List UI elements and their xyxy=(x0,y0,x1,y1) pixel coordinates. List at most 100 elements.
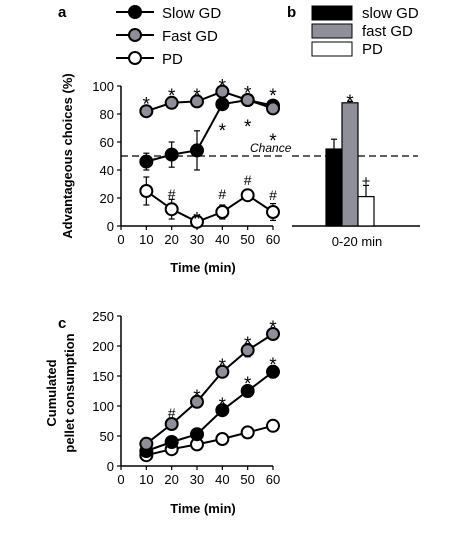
legend-a-item-pd: PD xyxy=(116,51,183,68)
legend-a-label-slow: Slow GD xyxy=(162,5,221,22)
chart-a: 0 20 40 60 80 100 0 10 20 30 40 50 60 * * * * * * * * * # * # # # xyxy=(92,76,283,247)
chart-a-y-tick-label: 80 xyxy=(100,107,114,122)
chart-a-x-tick-label: 30 xyxy=(190,232,204,247)
chart-c-point-fast xyxy=(240,343,255,358)
chart-a-point-fast xyxy=(215,84,230,99)
legend-a-label-fast: Fast GD xyxy=(162,28,218,45)
chart-a-point-fast xyxy=(190,94,204,109)
chart-c-ylabel-line1: Cumulated xyxy=(44,359,59,426)
chart-a-point-pd xyxy=(164,202,179,217)
legend-a-item-fast: Fast GD xyxy=(116,28,218,45)
chart-c-point-slow xyxy=(190,427,204,442)
legend-a-label-pd: PD xyxy=(162,51,183,68)
chart-a-annotation: * xyxy=(219,121,227,142)
chart-c-point-pd xyxy=(215,432,230,446)
chart-c-x-tick-label: 30 xyxy=(190,472,204,487)
chart-a-annotation: * xyxy=(168,86,176,107)
chart-a-annotation: * xyxy=(269,86,277,107)
legend-b-label-fast: fast GD xyxy=(362,23,413,40)
chart-c-y-tick-label: 200 xyxy=(92,339,114,354)
chart-a-point-fast xyxy=(139,104,154,119)
chart-c-xlabel: Time (min) xyxy=(170,501,236,516)
legend-a-marker-fast xyxy=(128,28,142,42)
chart-c-point-slow xyxy=(266,364,280,379)
chart-a-annotation: * xyxy=(193,209,201,230)
chart-c-ylabel-line2: pellet consumption xyxy=(62,333,77,452)
legend-a-item-slow: Slow GD xyxy=(116,5,221,22)
legend-b-swatch-fast xyxy=(311,23,353,39)
chart-b-annotation-pd: + xyxy=(362,173,371,190)
chart-c-annotation: * xyxy=(219,395,227,416)
chart-a-annotation: # xyxy=(218,186,226,202)
chart-c-y-tick-label: 50 xyxy=(100,429,114,444)
chart-a-annotation: # xyxy=(168,186,176,202)
chart-c: 0 50 100 150 200 250 0 10 20 30 40 50 60 # * * * * * * * xyxy=(92,309,280,487)
chart-a-point-slow xyxy=(190,143,204,158)
chart-c-point-fast xyxy=(266,327,280,341)
chart-c-annotation: * xyxy=(269,318,277,339)
chart-b-bar-slow xyxy=(325,148,343,227)
chart-a-point-pd xyxy=(240,188,255,203)
chart-a-x-tick-label: 0 xyxy=(117,232,124,247)
legend-a: Slow GD Fast GD PD xyxy=(116,5,221,68)
chart-a-point-slow xyxy=(215,97,230,112)
chart-a-point-pd xyxy=(266,205,280,219)
panel-label-c: c xyxy=(58,315,66,332)
legend-b-swatch-pd xyxy=(311,41,353,57)
chart-c-point-slow xyxy=(240,384,255,398)
chart-c-point-slow xyxy=(164,435,179,449)
chart-a-point-slow xyxy=(164,147,179,162)
chart-a-annotation: * xyxy=(219,76,227,97)
legend-b-label-pd: PD xyxy=(362,41,383,58)
legend-b-label-slow: slow GD xyxy=(362,5,419,22)
chart-c-y-tick-label: 100 xyxy=(92,399,114,414)
chart-c-annotation: * xyxy=(244,334,252,355)
panel-label-b: b xyxy=(287,4,296,21)
chart-a-y-tick-label: 100 xyxy=(92,79,114,94)
chart-c-x-tick-label: 20 xyxy=(164,472,178,487)
chart-a-y-tick-label: 60 xyxy=(100,135,114,150)
chart-c-point-slow xyxy=(215,403,230,418)
chart-a-x-tick-label: 10 xyxy=(139,232,153,247)
chart-a-y-tick-label: 40 xyxy=(100,163,114,178)
chart-c-annotation: * xyxy=(193,387,201,408)
legend-b: slow GD fast GD PD xyxy=(311,5,419,58)
chart-a-point-fast xyxy=(266,101,280,116)
chart-c-x-tick-label: 10 xyxy=(139,472,153,487)
chart-a-annotation: * xyxy=(193,86,201,107)
chart-a-y-tick-label: 20 xyxy=(100,191,114,206)
chart-c-point-fast xyxy=(190,394,204,409)
chart-c-y-tick-label: 150 xyxy=(92,369,114,384)
chart-a-xlabel: Time (min) xyxy=(170,260,236,275)
chart-a-point-slow xyxy=(139,154,154,169)
chart-a-annotation: * xyxy=(244,83,252,104)
chart-c-y-tick-label: 250 xyxy=(92,309,114,324)
chart-a-ylabel: Advantageous choices (%) xyxy=(60,73,75,238)
chart-a-x-tick-label: 40 xyxy=(215,232,229,247)
panel-label-a: a xyxy=(58,4,67,21)
chart-c-point-fast xyxy=(164,417,179,431)
chart-a-annotation: * xyxy=(269,131,277,152)
chart-a-annotation: * xyxy=(244,117,252,138)
chart-a-x-tick-label: 20 xyxy=(164,232,178,247)
chart-c-x-tick-label: 40 xyxy=(215,472,229,487)
chart-c-annotation: * xyxy=(219,356,227,377)
legend-b-swatch-slow xyxy=(311,5,353,21)
chart-c-point-pd xyxy=(240,425,255,440)
chart-c-y-tick-label: 0 xyxy=(107,459,114,474)
chart-a-point-pd xyxy=(190,214,204,229)
chart-c-annotation: * xyxy=(269,355,277,376)
chart-a-point-pd xyxy=(215,205,230,219)
chart-c-annotation: * xyxy=(244,374,252,395)
chart-b-bar-fast xyxy=(341,102,359,227)
chart-c-point-pd xyxy=(266,418,280,433)
chart-c-point-fast xyxy=(215,364,230,379)
chart-a-annotation: # xyxy=(269,187,277,203)
chart-c-annotation: # xyxy=(168,405,176,421)
chart-a-x-tick-label: 50 xyxy=(240,232,254,247)
chart-a-point-fast xyxy=(164,95,179,110)
chart-a-annotation: # xyxy=(244,172,252,188)
chance-label: Chance xyxy=(250,141,292,155)
chart-a-point-fast xyxy=(240,93,255,107)
